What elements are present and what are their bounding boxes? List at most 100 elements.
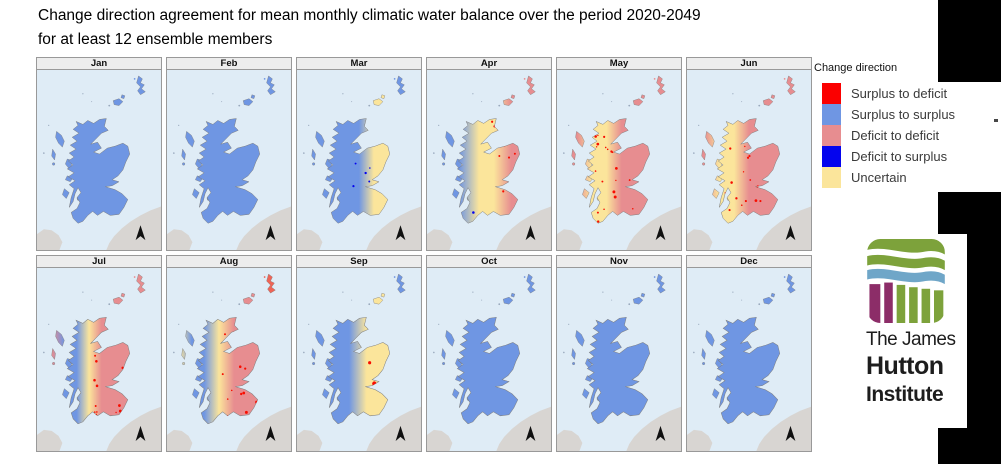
- month-label: Sep: [296, 255, 422, 268]
- month-label: Aug: [166, 255, 292, 268]
- scotland-shape: [456, 316, 521, 425]
- scotland-map: [296, 70, 422, 251]
- scotland-shape: [66, 118, 131, 224]
- north-arrow-icon: [395, 425, 406, 441]
- hutton-logo-icon: [867, 239, 945, 323]
- ireland-shape: [167, 229, 193, 250]
- legend-swatch: [822, 146, 841, 167]
- black-block-top-right: [938, 0, 1001, 82]
- england-shape: [106, 406, 161, 451]
- logo-text-hutton: Hutton: [866, 352, 944, 380]
- month-label: Dec: [686, 255, 812, 268]
- map-row-1: Jan Feb Mar: [36, 57, 812, 251]
- map-panel-feb: Feb: [166, 57, 292, 251]
- legend-item: Uncertain: [814, 167, 955, 188]
- scotland-shape: [196, 316, 261, 425]
- legend-item: Surplus to surplus: [814, 104, 955, 125]
- month-label: Oct: [426, 255, 552, 268]
- north-arrow-icon: [525, 225, 536, 241]
- map-panel-jun: Jun: [686, 57, 812, 251]
- north-arrow-icon: [785, 425, 796, 441]
- ireland-shape: [297, 429, 323, 451]
- legend-swatch: [822, 125, 841, 146]
- month-label: Nov: [556, 255, 682, 268]
- month-label: Apr: [426, 57, 552, 70]
- legend-label: Surplus to deficit: [851, 86, 948, 101]
- scotland-map: [686, 268, 812, 452]
- map-panel-jan: Jan: [36, 57, 162, 251]
- england-shape: [236, 206, 291, 250]
- map-panel-sep: Sep: [296, 255, 422, 452]
- england-shape: [366, 206, 421, 250]
- england-shape: [496, 206, 551, 250]
- north-arrow-icon: [265, 425, 276, 441]
- month-label: Mar: [296, 57, 422, 70]
- agreement-speckles: [352, 162, 371, 188]
- map-panel-oct: Oct: [426, 255, 552, 452]
- shetland-shape: [393, 273, 406, 294]
- north-arrow-icon: [655, 425, 666, 441]
- england-shape: [756, 406, 811, 451]
- scotland-shape: [326, 118, 391, 224]
- north-arrow-icon: [525, 425, 536, 441]
- scotland-shape: [456, 118, 521, 224]
- scotland-map: [426, 70, 552, 251]
- shetland-shape: [133, 273, 146, 294]
- legend-title: Change direction: [814, 62, 898, 74]
- shetland-shape: [523, 75, 536, 95]
- scotland-shape: [716, 118, 781, 224]
- shetland-shape: [263, 273, 276, 294]
- shetland-shape: [523, 273, 536, 294]
- legend-item: Surplus to deficit: [814, 83, 955, 104]
- england-shape: [366, 406, 421, 451]
- map-panel-nov: Nov: [556, 255, 682, 452]
- title-line-2: for at least 12 ensemble members: [38, 31, 273, 48]
- scotland-map: [426, 268, 552, 452]
- scotland-map: [36, 268, 162, 452]
- title-line-1: Change direction agreement for mean mont…: [38, 7, 701, 24]
- map-panel-may: May: [556, 57, 682, 251]
- ireland-shape: [427, 429, 453, 451]
- month-label: May: [556, 57, 682, 70]
- scotland-map: [166, 70, 292, 251]
- map-panel-apr: Apr: [426, 57, 552, 251]
- legend: Change direction Surplus to deficit Surpl…: [814, 62, 955, 188]
- shetland-shape: [133, 75, 146, 95]
- scotland-map: [556, 70, 682, 251]
- shetland-shape: [653, 273, 666, 294]
- legend-item: Deficit to surplus: [814, 146, 955, 167]
- england-shape: [496, 406, 551, 451]
- map-row-2: Jul Aug Sep: [36, 255, 812, 452]
- england-shape: [106, 206, 161, 250]
- map-grid: Jan Feb Mar: [36, 57, 812, 452]
- shetland-shape: [263, 75, 276, 95]
- england-shape: [756, 206, 811, 250]
- north-arrow-icon: [785, 225, 796, 241]
- north-arrow-icon: [395, 225, 406, 241]
- legend-label: Deficit to deficit: [851, 128, 940, 143]
- scotland-map: [556, 268, 682, 452]
- scotland-shape: [326, 316, 391, 425]
- map-panel-mar: Mar: [296, 57, 422, 251]
- legend-label: Deficit to surplus: [851, 149, 948, 164]
- legend-swatch: [822, 104, 841, 125]
- legend-swatch: [822, 83, 841, 104]
- north-arrow-icon: [135, 225, 146, 241]
- month-label: Jan: [36, 57, 162, 70]
- shetland-shape: [783, 75, 796, 95]
- logo-text-institute: Institute: [866, 383, 944, 406]
- ireland-shape: [37, 229, 63, 250]
- scotland-shape: [66, 316, 131, 425]
- scotland-map: [686, 70, 812, 251]
- map-panel-aug: Aug: [166, 255, 292, 452]
- scotland-shape: [716, 316, 781, 425]
- ireland-shape: [557, 229, 583, 250]
- scotland-shape: [586, 316, 651, 425]
- map-panel-dec: Dec: [686, 255, 812, 452]
- agreement-speckles: [724, 145, 762, 215]
- england-shape: [626, 406, 681, 451]
- england-shape: [626, 206, 681, 250]
- shetland-shape: [393, 75, 406, 95]
- scotland-map: [296, 268, 422, 452]
